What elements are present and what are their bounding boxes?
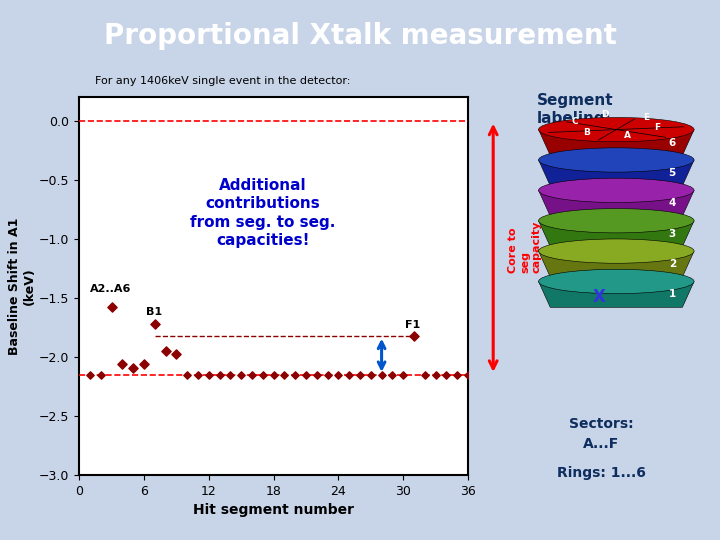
Point — [138, 360, 150, 368]
Point — [387, 370, 398, 379]
Text: 6: 6 — [669, 138, 676, 147]
Text: B1: B1 — [146, 307, 162, 317]
Point — [127, 363, 139, 372]
Text: A: A — [624, 131, 631, 140]
Point — [160, 347, 171, 355]
Point — [441, 370, 452, 379]
Point — [408, 332, 420, 340]
Text: F: F — [654, 123, 661, 132]
Point — [225, 370, 236, 379]
Text: E: E — [644, 112, 649, 122]
Ellipse shape — [539, 118, 694, 141]
Ellipse shape — [539, 178, 694, 202]
Text: 2: 2 — [669, 259, 676, 269]
Polygon shape — [539, 130, 694, 156]
Ellipse shape — [539, 148, 694, 172]
Text: A...F: A...F — [583, 437, 619, 451]
Point — [117, 360, 128, 368]
Text: Sectors:: Sectors: — [569, 417, 634, 431]
Text: Rings: 1...6: Rings: 1...6 — [557, 465, 646, 480]
Point — [84, 370, 96, 379]
Y-axis label: Baseline Shift in A1
(keV): Baseline Shift in A1 (keV) — [8, 218, 36, 355]
Point — [376, 370, 387, 379]
Point — [322, 370, 333, 379]
Point — [106, 303, 117, 312]
Point — [149, 320, 161, 328]
Text: 5: 5 — [669, 168, 676, 178]
Text: D: D — [601, 110, 609, 119]
Text: 4: 4 — [669, 198, 676, 208]
Text: A2..A6: A2..A6 — [90, 284, 131, 294]
Polygon shape — [539, 160, 694, 186]
Point — [203, 370, 215, 379]
Polygon shape — [539, 251, 694, 277]
Text: Additional
contributions
from seg. to seg.
capacities!: Additional contributions from seg. to se… — [190, 178, 336, 248]
Polygon shape — [539, 281, 694, 307]
Polygon shape — [539, 221, 694, 247]
Point — [300, 370, 312, 379]
Point — [289, 370, 301, 379]
Point — [451, 370, 463, 379]
Ellipse shape — [539, 269, 694, 294]
Point — [462, 370, 474, 379]
Point — [397, 370, 409, 379]
Point — [354, 370, 366, 379]
Point — [171, 349, 182, 358]
Point — [246, 370, 258, 379]
Text: Proportional Xtalk measurement: Proportional Xtalk measurement — [104, 23, 616, 50]
Point — [192, 370, 204, 379]
Text: 3: 3 — [669, 228, 676, 239]
Point — [95, 370, 107, 379]
Text: F1: F1 — [405, 320, 420, 330]
Point — [268, 370, 279, 379]
Polygon shape — [539, 191, 694, 216]
Text: C: C — [572, 117, 578, 126]
X-axis label: Hit segment number: Hit segment number — [193, 503, 354, 517]
Point — [181, 370, 193, 379]
Text: For any 1406keV single event in the detector:: For any 1406keV single event in the dete… — [95, 76, 351, 86]
Text: X: X — [593, 288, 606, 306]
Ellipse shape — [539, 239, 694, 263]
Text: Segment
labeling:: Segment labeling: — [536, 93, 613, 126]
Point — [235, 370, 247, 379]
Point — [279, 370, 290, 379]
Point — [419, 370, 431, 379]
Point — [343, 370, 355, 379]
Point — [430, 370, 441, 379]
Text: 1: 1 — [669, 289, 676, 299]
Point — [365, 370, 377, 379]
Ellipse shape — [539, 208, 694, 233]
Point — [214, 370, 225, 379]
Ellipse shape — [550, 276, 683, 297]
Point — [257, 370, 269, 379]
Point — [333, 370, 344, 379]
Point — [311, 370, 323, 379]
Text: B: B — [582, 128, 590, 137]
Text: Core to
seg
capacity: Core to seg capacity — [508, 221, 541, 273]
